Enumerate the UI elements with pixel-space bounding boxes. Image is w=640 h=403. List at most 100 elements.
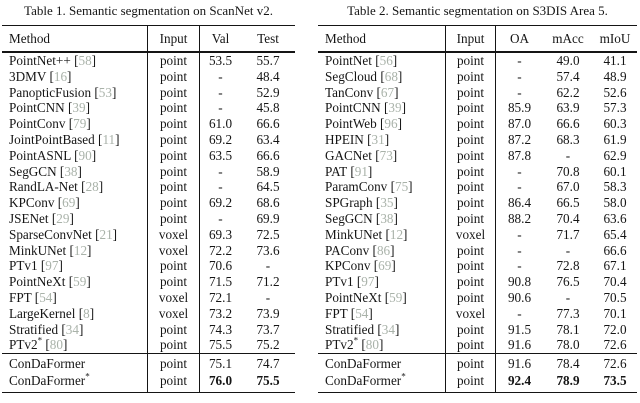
input-cell: point xyxy=(147,353,199,373)
method-cell: PointCNN [39] xyxy=(318,100,445,116)
method-cell: JSENet [29] xyxy=(2,211,147,227)
method-cell: LargeKernel [8] xyxy=(2,306,147,322)
input-cell: point xyxy=(445,258,495,275)
column-header-input: Input xyxy=(147,25,199,53)
value-cell: 69.9 xyxy=(256,210,280,226)
citation-link[interactable]: [28] xyxy=(77,179,104,195)
value-cell: - xyxy=(199,179,241,196)
citation-link[interactable]: [86] xyxy=(369,242,395,258)
citation-link[interactable]: [90] xyxy=(70,147,97,163)
citation-number: 21 xyxy=(99,226,113,242)
citation-link[interactable]: [80] xyxy=(42,337,68,353)
value-cell: 63.6 xyxy=(603,210,627,226)
value-cell: 67.1 xyxy=(603,258,627,274)
citation-link[interactable]: [38] xyxy=(56,163,82,179)
citation-number: 34 xyxy=(381,321,395,337)
citation-link[interactable]: [91] xyxy=(347,163,373,179)
citation-link[interactable]: [69] xyxy=(370,258,396,274)
citation-link[interactable]: [59] xyxy=(65,274,91,290)
value-cell: - xyxy=(495,242,543,259)
citation-link[interactable]: [80] xyxy=(358,337,384,353)
value-cell: 52.6 xyxy=(603,84,627,100)
citation-number: 11 xyxy=(102,131,116,147)
citation-link[interactable]: [12] xyxy=(382,226,408,242)
method-name: PointNet++ xyxy=(9,53,71,68)
citation-link[interactable]: [54] xyxy=(347,305,373,321)
input-cell: point xyxy=(445,53,495,69)
method-cell: ConDaFormer* xyxy=(318,372,445,393)
method-cell: HPEIN [31] xyxy=(318,132,445,148)
table-scannet: Table 1. Semantic segmentation on ScanNe… xyxy=(2,2,295,393)
citation-link[interactable]: [16] xyxy=(46,68,72,84)
citation-link[interactable]: [29] xyxy=(48,210,74,226)
input-cell: point xyxy=(445,274,495,290)
value-cell: 72.1 xyxy=(199,289,241,306)
citation-link[interactable]: [34] xyxy=(58,321,84,337)
input-cell: point xyxy=(445,321,495,338)
citation-link[interactable]: [68] xyxy=(377,68,403,84)
citation-number: 54 xyxy=(39,289,53,305)
value-cell: 71.7 xyxy=(556,226,580,242)
value-cell: 62.2 xyxy=(556,84,580,100)
value-cell: - xyxy=(265,258,271,274)
value-cell: 63.9 xyxy=(556,100,580,116)
input-cell: point xyxy=(445,131,495,148)
method-name: PointNet xyxy=(325,53,372,68)
method-cell: SegCloud [68] xyxy=(318,69,445,85)
value-cell: 71.5 xyxy=(199,274,241,290)
input-cell: point xyxy=(147,321,199,338)
citation-link[interactable]: [58] xyxy=(70,53,97,68)
citation-link[interactable]: [39] xyxy=(380,100,406,116)
method-name: PAT xyxy=(325,163,348,179)
citation-link[interactable]: [69] xyxy=(54,195,80,211)
method-cell: MinkUNet [12] xyxy=(2,243,147,259)
citation-link[interactable]: [11] xyxy=(94,131,120,147)
value-cell: 88.2 xyxy=(495,210,543,227)
input-cell: point xyxy=(445,84,495,101)
method-cell: ConDaFormer xyxy=(2,353,147,372)
citation-link[interactable]: [96] xyxy=(376,116,402,132)
value-cell: 90.6 xyxy=(495,289,543,306)
citation-number: 96 xyxy=(384,116,398,132)
citation-number: 29 xyxy=(56,210,70,226)
citation-link[interactable]: [21] xyxy=(91,226,118,242)
citation-link[interactable]: [59] xyxy=(381,289,407,305)
value-cell: 69.2 xyxy=(199,131,241,148)
citation-link[interactable]: [53] xyxy=(91,84,117,100)
citation-link[interactable]: [12] xyxy=(66,242,92,258)
method-name: FPT xyxy=(9,289,32,305)
citation-link[interactable]: [97] xyxy=(37,258,63,274)
citation-number: 97 xyxy=(45,258,59,274)
citation-link[interactable]: [75] xyxy=(387,179,413,195)
citation-link[interactable]: [79] xyxy=(65,116,91,132)
value-cell: - xyxy=(495,258,543,275)
citation-number: 31 xyxy=(371,131,385,147)
input-cell: point xyxy=(147,147,199,164)
citation-link[interactable]: [8] xyxy=(75,305,95,321)
value-cell: 48.4 xyxy=(256,68,280,84)
citation-link[interactable]: [35] xyxy=(372,195,398,211)
value-cell: 77.3 xyxy=(556,305,580,321)
citation-link[interactable]: [54] xyxy=(31,289,57,305)
input-cell: voxel xyxy=(445,226,495,243)
citation-number: 12 xyxy=(73,242,88,258)
method-name: PTv2 xyxy=(325,337,354,353)
citation-number: 28 xyxy=(85,179,99,195)
citation-link[interactable]: [38] xyxy=(372,210,398,226)
value-cell: 58.9 xyxy=(256,163,280,179)
method-name: FPT xyxy=(325,305,348,321)
method-name: PointASNL xyxy=(9,147,71,163)
citation-link[interactable]: [67] xyxy=(373,84,399,100)
value-cell: 48.9 xyxy=(603,68,627,84)
citation-link[interactable]: [31] xyxy=(363,131,390,147)
method-cell: KPConv [69] xyxy=(318,258,445,274)
citation-link[interactable]: [34] xyxy=(374,321,400,337)
citation-link[interactable]: [39] xyxy=(64,100,90,116)
value-cell: 87.2 xyxy=(495,131,543,148)
citation-link[interactable]: [56] xyxy=(371,53,398,68)
citation-link[interactable]: [73] xyxy=(371,147,398,163)
citation-number: 80 xyxy=(49,337,63,353)
citation-link[interactable]: [97] xyxy=(353,274,379,290)
value-cell: 73.9 xyxy=(256,305,280,321)
method-name: SparseConvNet xyxy=(9,226,92,242)
